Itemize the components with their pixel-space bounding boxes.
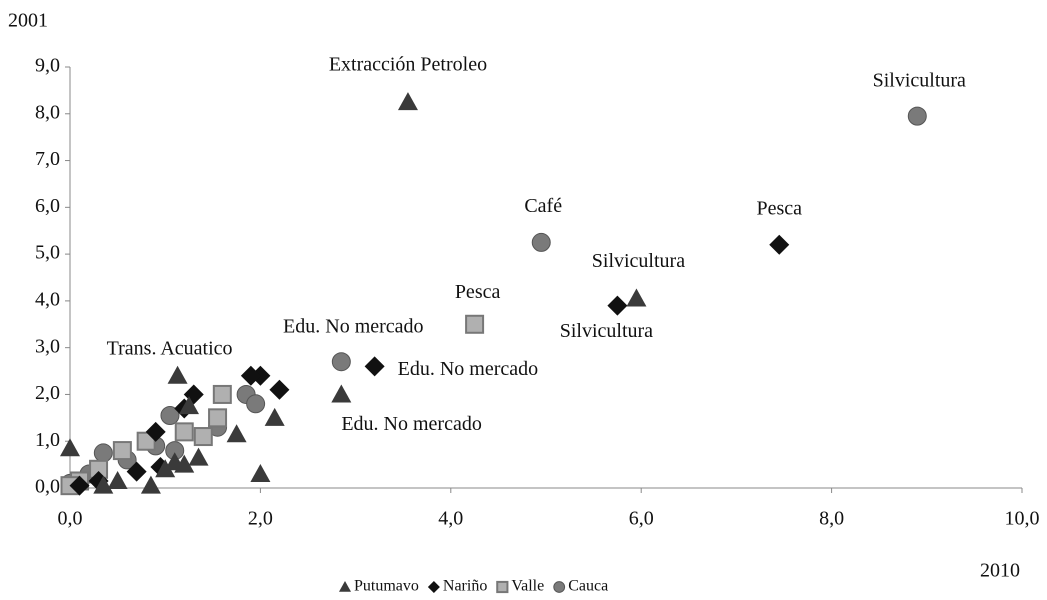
point <box>264 407 285 426</box>
y-tick-label: 6,0 <box>35 195 60 217</box>
point <box>126 461 147 482</box>
point <box>167 365 188 384</box>
point-label: Edu. No mercado <box>283 315 424 337</box>
y-tick-label: 8,0 <box>35 101 60 123</box>
point <box>331 384 352 403</box>
legend-marker <box>427 581 440 593</box>
y-tick-label: 4,0 <box>35 288 60 310</box>
point <box>179 396 199 415</box>
point-label: Edu. No mercado <box>341 413 482 435</box>
legend-label: Cauca <box>568 578 608 595</box>
y-axis-title: 2001 <box>8 10 48 32</box>
point <box>112 441 132 461</box>
point <box>269 379 290 400</box>
point-label: Trans. Acuatico <box>107 337 233 359</box>
point-label: Extracción Petroleo <box>329 54 487 76</box>
x-tick-label: 0,0 <box>58 508 83 530</box>
point <box>107 470 128 489</box>
point-label: Café <box>524 195 562 217</box>
point <box>240 365 261 386</box>
point <box>626 288 647 307</box>
point <box>174 422 194 442</box>
point-label: Silvicultura <box>560 320 653 342</box>
point <box>160 405 180 425</box>
point <box>246 394 266 414</box>
point-label: Pesca <box>455 281 501 303</box>
point <box>60 438 80 457</box>
legend-marker <box>553 581 566 593</box>
x-tick-label: 8,0 <box>819 508 844 530</box>
point <box>226 424 247 443</box>
x-tick-label: 4,0 <box>438 508 463 530</box>
point <box>769 234 790 255</box>
point-label: Pesca <box>756 197 802 219</box>
point <box>136 431 156 451</box>
point <box>208 408 228 428</box>
point <box>188 447 209 466</box>
point <box>397 92 418 111</box>
point <box>155 459 176 478</box>
point <box>164 452 185 471</box>
point <box>93 475 114 494</box>
point <box>364 356 385 377</box>
point-label: Silvicultura <box>873 70 966 92</box>
x-tick-label: 6,0 <box>629 508 654 530</box>
legend-label: Valle <box>511 578 544 595</box>
point <box>193 427 213 447</box>
y-tick-label: 3,0 <box>35 335 60 357</box>
y-tick-label: 2,0 <box>35 382 60 404</box>
y-tick-label: 5,0 <box>35 242 60 264</box>
point <box>531 232 551 252</box>
x-tick-label: 10,0 <box>1005 508 1040 530</box>
point <box>93 443 113 463</box>
point <box>212 384 232 404</box>
legend-label: Putumavo <box>354 578 419 595</box>
point <box>331 352 351 372</box>
point <box>250 463 271 482</box>
y-tick-label: 1,0 <box>35 429 60 451</box>
y-tick-label: 7,0 <box>35 148 60 170</box>
point <box>465 314 485 334</box>
point <box>145 421 166 442</box>
x-tick-label: 2,0 <box>248 508 273 530</box>
y-tick-label: 9,0 <box>35 55 60 77</box>
point-label: Silvicultura <box>592 250 685 272</box>
point <box>140 475 161 494</box>
legend-label: Nariño <box>443 578 487 595</box>
legend-marker <box>496 580 509 594</box>
legend-marker <box>339 581 351 592</box>
y-tick-label: 0,0 <box>35 476 60 498</box>
point <box>69 475 90 496</box>
point-label: Edu. No mercado <box>398 358 539 380</box>
point <box>907 106 927 126</box>
x-axis-title: 2010 <box>980 560 1020 582</box>
point <box>607 295 628 316</box>
